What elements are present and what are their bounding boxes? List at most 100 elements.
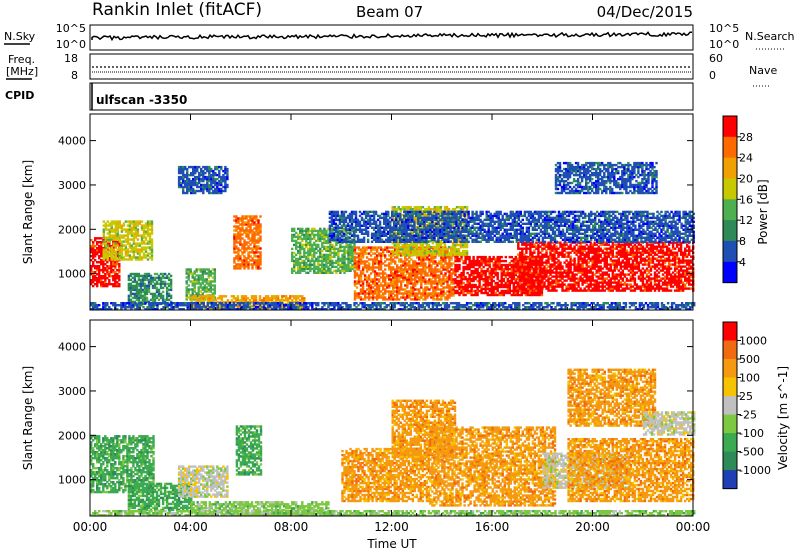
- heatmap-cell: [400, 292, 402, 294]
- heatmap-cell: [170, 275, 172, 277]
- station-title: Rankin Inlet (fitACF): [92, 0, 262, 20]
- heatmap-cell: [380, 246, 382, 248]
- heatmap-cell: [190, 268, 192, 270]
- heatmap-cell: [521, 265, 523, 267]
- heatmap-cell: [100, 269, 102, 271]
- heatmap-cell: [213, 295, 215, 297]
- heatmap-cell: [501, 264, 503, 266]
- heatmap-cell: [199, 299, 201, 301]
- heatmap-cell: [214, 268, 216, 270]
- heatmap-cell: [380, 290, 382, 292]
- heatmap-cell: [100, 259, 102, 261]
- heatmap-cell: [569, 256, 571, 258]
- heatmap-cell: [277, 295, 279, 297]
- heatmap-cell: [119, 220, 121, 222]
- heatmap-cell: [107, 244, 109, 246]
- heatmap-cell: [100, 275, 102, 277]
- heatmap-cell: [505, 256, 507, 258]
- heatmap-cell: [400, 208, 402, 210]
- noise-left-tick-top: 10^5: [56, 22, 86, 35]
- heatmap-cell: [466, 206, 468, 208]
- freq-label-2: [MHz]: [6, 65, 38, 78]
- heatmap-cell: [384, 268, 386, 270]
- heatmap-cell: [139, 248, 141, 250]
- heatmap-cell: [480, 256, 482, 258]
- noise-right-tick-bottom: 10^0: [709, 38, 739, 51]
- heatmap-cell: [259, 215, 261, 217]
- noise-trace: [92, 32, 692, 40]
- heatmap-cell: [339, 270, 341, 272]
- heatmap-cell: [118, 263, 120, 265]
- heatmap-cell: [380, 294, 382, 296]
- heatmap-cell: [521, 269, 523, 271]
- heatmap-cell: [219, 295, 221, 297]
- heatmap-cell: [139, 234, 141, 236]
- heatmap-cell: [420, 250, 422, 252]
- heatmap-cell: [160, 273, 162, 275]
- heatmap-cell: [259, 295, 261, 297]
- heatmap-cell: [259, 223, 261, 225]
- heatmap-cell: [400, 246, 402, 248]
- heatmap-cell: [497, 272, 499, 274]
- heatmap-cell: [139, 242, 141, 244]
- heatmap-cell: [440, 278, 442, 280]
- heatmap-cell: [151, 220, 153, 222]
- heatmap-cell: [440, 270, 442, 272]
- heatmap-cell: [440, 254, 442, 256]
- heatmap-cell: [137, 228, 139, 230]
- heatmap-cell: [255, 215, 257, 217]
- heatmap-cell: [559, 261, 561, 263]
- heatmap-cell: [521, 248, 523, 250]
- heatmap-cell: [505, 260, 507, 262]
- heatmap-cell: [394, 260, 396, 262]
- heatmap-cell: [200, 274, 202, 276]
- heatmap-cell: [162, 295, 164, 297]
- heatmap-cell: [541, 267, 543, 269]
- heatmap-cell: [239, 299, 241, 301]
- freq-tick-bottom: 8: [71, 69, 78, 82]
- heatmap-cell: [170, 295, 172, 297]
- heatmap-cell: [360, 288, 362, 290]
- heatmap-cell: [188, 284, 190, 286]
- heatmap-cell: [299, 262, 301, 264]
- heatmap-cell: [299, 228, 301, 230]
- heatmap-cell: [257, 219, 259, 221]
- heatmap-cell: [139, 220, 141, 222]
- heatmap-cell: [118, 275, 120, 277]
- heatmap-cell: [160, 293, 162, 295]
- nave-label: Nave: [749, 64, 777, 77]
- heatmap-cell: [521, 283, 523, 285]
- heatmap-cell: [317, 244, 319, 246]
- beam-title: Beam 07: [356, 3, 423, 21]
- heatmap-cell: [255, 295, 257, 297]
- heatmap-cell: [339, 264, 341, 266]
- heatmap-cell: [468, 256, 470, 258]
- heatmap-cell: [541, 261, 543, 263]
- heatmap-cell: [460, 252, 462, 254]
- heatmap-cell: [555, 289, 557, 291]
- heatmap-cell: [299, 295, 301, 297]
- heatmap-cell: [440, 288, 442, 290]
- heatmap-cell: [200, 268, 202, 270]
- heatmap-cell: [299, 242, 301, 244]
- heatmap-cell: [424, 262, 426, 264]
- noise-line: [92, 32, 692, 40]
- heatmap-cell: [466, 250, 468, 252]
- heatmap-cell: [259, 247, 261, 249]
- noise-left-tick-bottom: 10^0: [56, 38, 86, 51]
- nave-tick-bottom: 0: [709, 69, 716, 82]
- heatmap-cell: [501, 256, 503, 258]
- heatmap-cell: [140, 279, 142, 281]
- heatmap-cell: [214, 284, 216, 286]
- nave-tick-top: 60: [709, 52, 723, 65]
- heatmap-cell: [460, 256, 462, 258]
- heatmap-cell: [380, 276, 382, 278]
- frequency-trace: [92, 67, 692, 72]
- heatmap-cell: [151, 238, 153, 240]
- heatmap-cell: [420, 268, 422, 270]
- heatmap-cell: [239, 263, 241, 265]
- heatmap-cell: [321, 254, 323, 256]
- heatmap-cell: [420, 206, 422, 208]
- heatmap-cell: [239, 255, 241, 257]
